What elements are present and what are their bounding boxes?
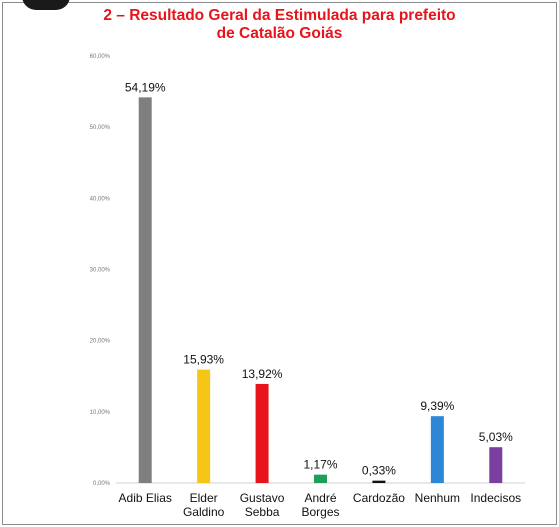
logo-icon [22, 0, 70, 10]
bar [314, 474, 327, 483]
category-label: Adib Elias [119, 491, 172, 505]
data-label: 54,19% [125, 80, 166, 94]
y-tick-label: 30,00% [90, 268, 111, 274]
category-label: Elder Galdino [183, 491, 225, 519]
bar [197, 369, 211, 483]
y-tick-label: 60,00% [90, 54, 111, 60]
y-tick-label: 0,00% [93, 481, 111, 487]
y-tick-label: 40,00% [90, 196, 111, 202]
bar [372, 480, 386, 483]
bar [489, 447, 503, 483]
data-label: 5,03% [479, 430, 513, 444]
category-label: Gustavo Sebba [240, 491, 285, 519]
bar [138, 97, 152, 483]
category-label: Indecisos [470, 491, 521, 505]
data-label: 13,92% [242, 367, 283, 381]
y-tick-label: 50,00% [90, 125, 111, 131]
bar [255, 383, 269, 483]
data-label: 9,39% [420, 399, 454, 413]
y-tick-label: 10,00% [90, 410, 111, 416]
data-label: 0,33% [362, 464, 396, 478]
bar [430, 416, 444, 483]
data-label: 15,93% [183, 353, 224, 367]
data-label: 1,17% [303, 458, 337, 472]
chart-title: 2 – Resultado Geral da Estimulada para p… [103, 7, 456, 42]
category-label: Cardozão [353, 491, 405, 505]
category-label: Nenhum [415, 491, 460, 505]
y-tick-label: 20,00% [90, 339, 111, 345]
category-label: André Borges [301, 491, 339, 519]
